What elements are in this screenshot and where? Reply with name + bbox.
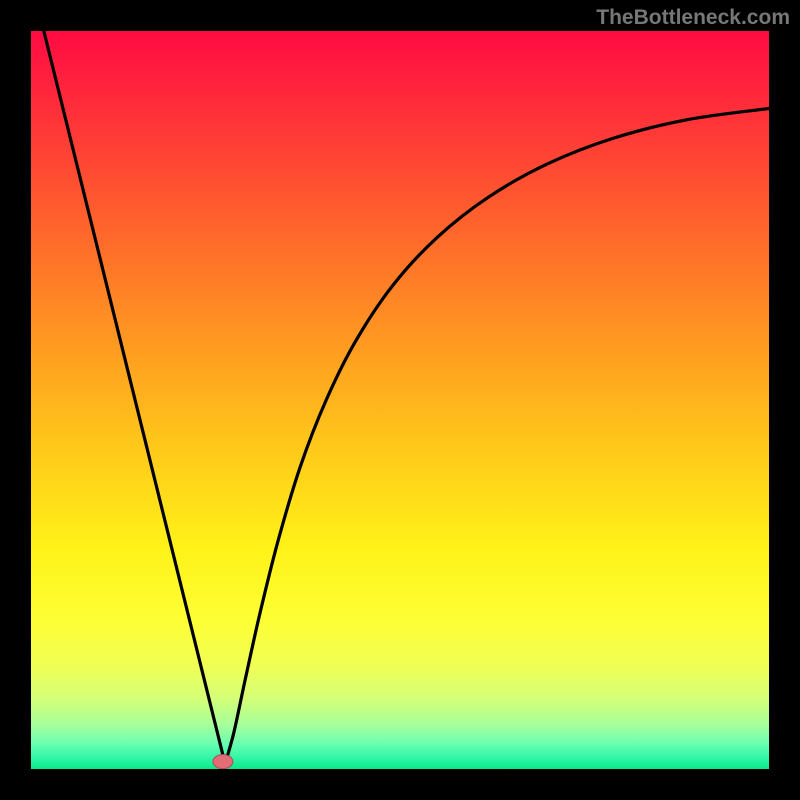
chart-frame: TheBottleneck.com <box>0 0 800 800</box>
gradient-backdrop <box>31 31 769 769</box>
watermark-text: TheBottleneck.com <box>596 6 790 30</box>
bottleneck-chart <box>31 31 769 769</box>
vertex-marker <box>213 755 233 769</box>
